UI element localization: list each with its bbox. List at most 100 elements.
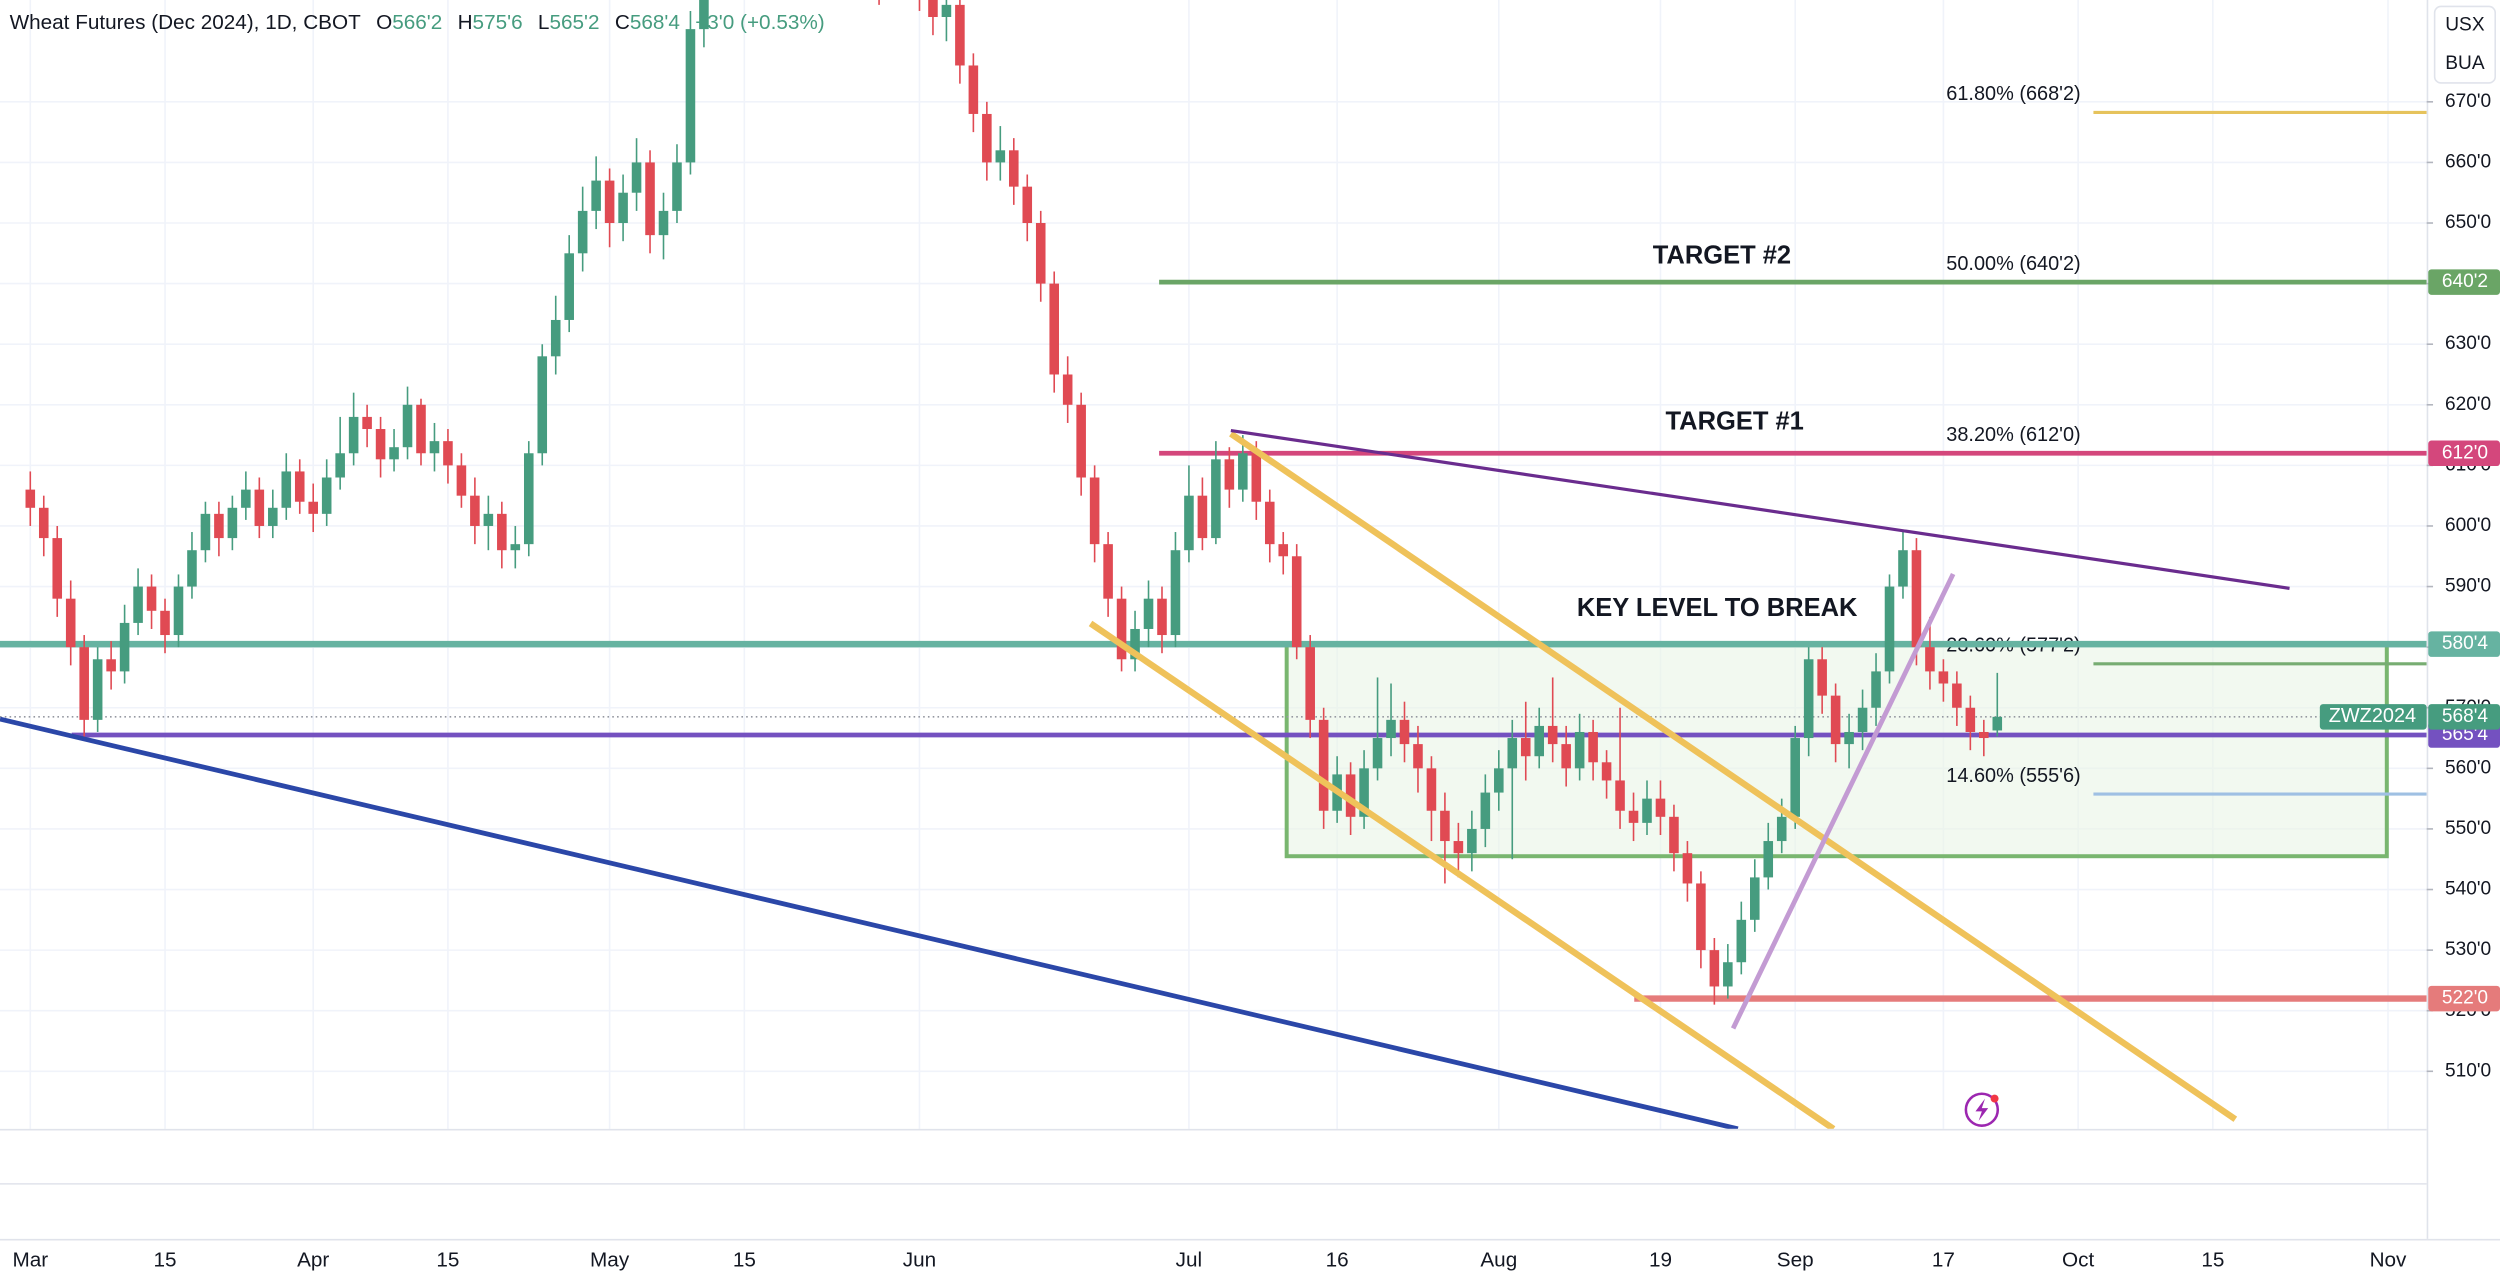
candle-body xyxy=(1318,719,1329,811)
candle-body xyxy=(1898,550,1908,587)
candle-body xyxy=(416,404,426,454)
fib-label: 14.60% (555'6) xyxy=(1946,765,2080,787)
candle-body xyxy=(1480,792,1491,829)
candle-body xyxy=(1103,544,1113,599)
annotation: TARGET #2 xyxy=(1653,241,1791,269)
candle-body xyxy=(1238,453,1248,490)
candle-body xyxy=(335,453,345,478)
x-tick-label: Mar xyxy=(12,1249,48,1272)
candle-body xyxy=(1655,798,1666,817)
candle-body xyxy=(564,253,574,320)
y-tick-label: 560'0 xyxy=(2445,757,2491,778)
candle-body xyxy=(1723,962,1733,987)
candle-body xyxy=(187,550,197,587)
candle-body xyxy=(658,210,669,236)
candle-body xyxy=(699,0,709,30)
candle-body xyxy=(1709,950,1720,987)
candle-body xyxy=(604,180,615,224)
candle-body xyxy=(1857,707,1868,732)
x-tick-label: Oct xyxy=(2062,1249,2094,1272)
candle-body xyxy=(672,162,682,211)
candle-body xyxy=(52,538,63,599)
candle-body xyxy=(1116,598,1127,660)
legend-key: H xyxy=(458,11,473,34)
candle-body xyxy=(1413,744,1423,769)
candle-body xyxy=(1736,919,1747,963)
candle-body xyxy=(995,150,1006,163)
candle-body xyxy=(1615,780,1625,811)
trendlines xyxy=(0,428,2290,1129)
x-tick-label: 19 xyxy=(1649,1249,1672,1272)
candle-body xyxy=(1009,150,1019,187)
candle-body xyxy=(1305,647,1315,720)
candle-body xyxy=(1089,477,1100,545)
alert-icon[interactable] xyxy=(1964,1092,2000,1127)
candle-body xyxy=(550,319,561,357)
candle-body xyxy=(1386,719,1396,739)
candle-body xyxy=(1399,719,1410,745)
annotation: TARGET #1 xyxy=(1665,407,1803,435)
x-tick-label: Nov xyxy=(2370,1249,2407,1272)
candle-body xyxy=(456,465,467,496)
fib-label: 50.00% (640'2) xyxy=(1946,253,2080,275)
candle-body xyxy=(65,598,76,648)
candle-body xyxy=(1494,768,1504,793)
candle-body xyxy=(1790,738,1800,817)
candle-body xyxy=(618,192,628,224)
candle-body xyxy=(645,162,655,236)
candle-body xyxy=(1291,556,1302,648)
unit: BUA xyxy=(2445,53,2485,74)
candle-body xyxy=(1844,731,1854,745)
candle-body xyxy=(106,659,116,672)
price-tag-label: 580'4 xyxy=(2442,633,2489,654)
candle-body xyxy=(1682,853,1693,884)
candles xyxy=(25,0,2003,1005)
candle-body xyxy=(1049,283,1059,375)
y-tick-label: 670'0 xyxy=(2445,91,2491,112)
candle-body xyxy=(200,513,211,551)
price-tag xyxy=(2428,985,2500,1012)
x-tick-label: 17 xyxy=(1932,1249,1955,1272)
candle-body xyxy=(1750,877,1760,920)
candle-body xyxy=(685,29,696,163)
candle-body xyxy=(982,113,992,163)
candle-body xyxy=(1170,550,1181,636)
candle-body xyxy=(470,495,480,526)
candle-body xyxy=(1534,725,1545,757)
candle-body xyxy=(483,513,494,526)
candle-body xyxy=(1467,828,1477,854)
candle-body xyxy=(1224,459,1235,490)
candle-body xyxy=(308,501,319,514)
trendline xyxy=(1730,572,1956,1030)
candle-body xyxy=(375,429,386,460)
candle-body xyxy=(1278,544,1289,557)
candle-body xyxy=(1803,659,1814,739)
candle-body xyxy=(497,513,507,551)
y-tick-label: 600'0 xyxy=(2445,515,2491,536)
x-tick-label: 15 xyxy=(733,1249,756,1272)
unit-box[interactable] xyxy=(2433,5,2497,84)
legend: Wheat Futures (Dec 2024), 1D, CBOT O566'… xyxy=(10,11,825,34)
y-tick-label: 660'0 xyxy=(2445,151,2491,172)
candle-body xyxy=(1938,671,1949,684)
symbol-tag xyxy=(2319,704,2427,730)
trendline xyxy=(1088,620,1836,1129)
x-tick-label: 15 xyxy=(153,1249,176,1272)
candle-body xyxy=(1035,223,1046,284)
candle-body xyxy=(402,404,413,448)
candle-body xyxy=(1520,738,1531,757)
x-tick-label: Sep xyxy=(1777,1249,1814,1272)
symbol-tag-label: ZWZ2024 xyxy=(2329,705,2416,727)
candle-body xyxy=(321,477,332,514)
x-tick-label: 15 xyxy=(2201,1249,2224,1272)
candle-body xyxy=(1076,404,1086,478)
candle-body xyxy=(1979,731,1989,739)
y-tick-label: 550'0 xyxy=(2445,818,2491,839)
x-tick-label: 15 xyxy=(436,1249,459,1272)
candle-body xyxy=(1359,768,1369,817)
candle-body xyxy=(429,441,440,454)
candle-body xyxy=(1062,374,1073,405)
candle-body xyxy=(362,416,372,430)
